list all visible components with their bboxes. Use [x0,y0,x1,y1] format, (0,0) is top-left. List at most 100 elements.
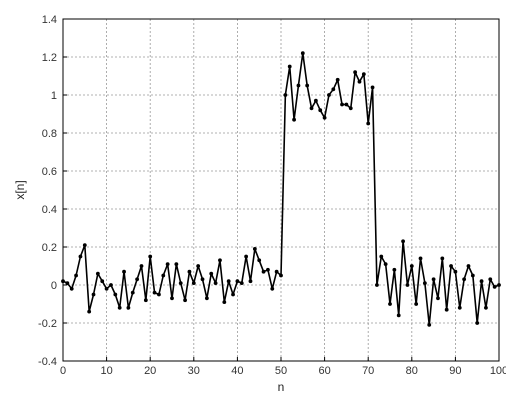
data-point [344,102,349,107]
data-point [222,300,227,304]
data-point [414,302,419,306]
y-tick-label: 0 [51,280,57,292]
y-tick-label: 0.4 [42,204,57,216]
data-point [248,279,253,284]
grid-lines [63,19,499,361]
data-point [418,256,423,261]
data-point [209,271,214,276]
data-point [235,279,240,284]
y-axis-label: x[n] [13,180,27,199]
data-point [488,277,493,282]
data-point [444,307,449,312]
data-point [370,85,375,90]
data-point [244,254,249,259]
data-point [100,279,105,284]
data-point [122,269,126,274]
y-tick-label: 1.2 [42,52,57,64]
data-point [366,121,371,126]
data-point [130,290,135,295]
data-point [318,108,323,113]
data-point [409,264,414,268]
data-point [313,98,318,103]
data-point [466,264,471,268]
x-tick-label: 60 [318,365,330,377]
y-tick-label: 1.4 [42,14,57,26]
data-point [396,313,401,318]
data-point [479,279,484,284]
data-point [187,269,192,274]
data-point [91,292,96,297]
x-tick-label: 0 [60,365,66,377]
data-point [361,72,366,76]
data-point [270,286,275,291]
data-point [139,264,144,268]
plot-frame [62,18,500,362]
data-point [117,305,122,310]
y-tick-label: 0.2 [42,242,57,254]
data-point [440,256,445,261]
data-point [449,264,453,268]
data-point [174,262,179,266]
data-point [257,258,262,263]
data-point [261,269,266,274]
data-point [226,279,231,284]
data-point [375,283,379,287]
data-point [252,247,257,251]
x-tick-label: 100 [490,365,506,377]
data-point [274,269,279,274]
data-point [152,290,157,295]
data-point [65,281,70,285]
data-point [283,93,288,97]
data-point [183,298,187,303]
data-point [331,87,336,92]
data-point [191,281,196,285]
data-point [113,292,118,297]
data-point [484,305,488,310]
x-tick-label: 70 [362,365,374,377]
series-layer [61,51,501,327]
data-point [95,271,100,276]
data-point [200,277,205,282]
data-point [143,298,148,303]
data-point [392,267,397,272]
data-point [353,70,358,75]
data-point [287,64,292,69]
data-point [178,281,183,285]
data-point [431,277,436,282]
data-point [401,239,405,244]
y-tick-label: 1 [51,90,57,102]
y-tick-label: 0.6 [42,166,57,178]
y-tick-label: 0.8 [42,128,57,140]
data-point [309,106,314,111]
data-point [266,267,270,272]
data-point [292,117,296,122]
data-point [170,296,174,301]
data-point [340,102,344,107]
data-point [405,283,410,287]
data-point [69,286,74,291]
x-tick-label: 40 [231,365,243,377]
data-point [300,51,305,56]
data-point [104,286,109,291]
data-point [218,258,222,263]
x-tick-label: 30 [188,365,200,377]
data-point [422,281,427,285]
data-point [109,283,113,287]
x-tick-label: 80 [406,365,418,377]
data-point [383,262,388,266]
data-point [204,296,209,301]
y-tick-label: -0.2 [38,318,57,330]
data-point [327,93,331,97]
data-point [492,285,497,289]
data-point [87,309,92,314]
data-point [335,77,340,82]
data-point [82,243,87,248]
data-point [453,269,458,274]
data-point [357,79,362,84]
data-point [305,83,310,88]
data-point [475,321,480,325]
data-point [348,106,353,111]
data-point [322,115,327,120]
data-point [388,302,392,306]
